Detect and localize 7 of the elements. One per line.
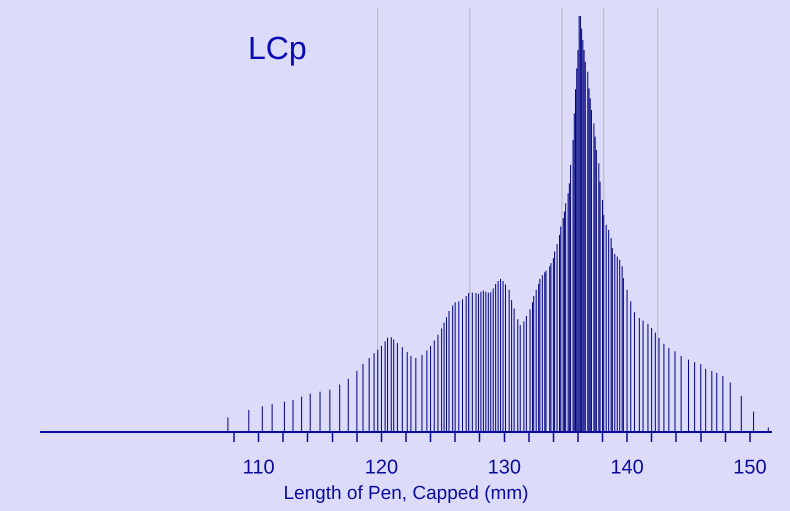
x-tick-label: 140	[610, 456, 644, 479]
x-tick-label: 150	[733, 456, 767, 479]
x-axis-title: Length of Pen, Capped (mm)	[283, 482, 529, 504]
chart-title: LCp	[248, 30, 307, 66]
x-tick-label: 130	[488, 456, 521, 479]
x-tick-label: 110	[242, 456, 275, 479]
x-tick-label: 120	[364, 456, 398, 479]
